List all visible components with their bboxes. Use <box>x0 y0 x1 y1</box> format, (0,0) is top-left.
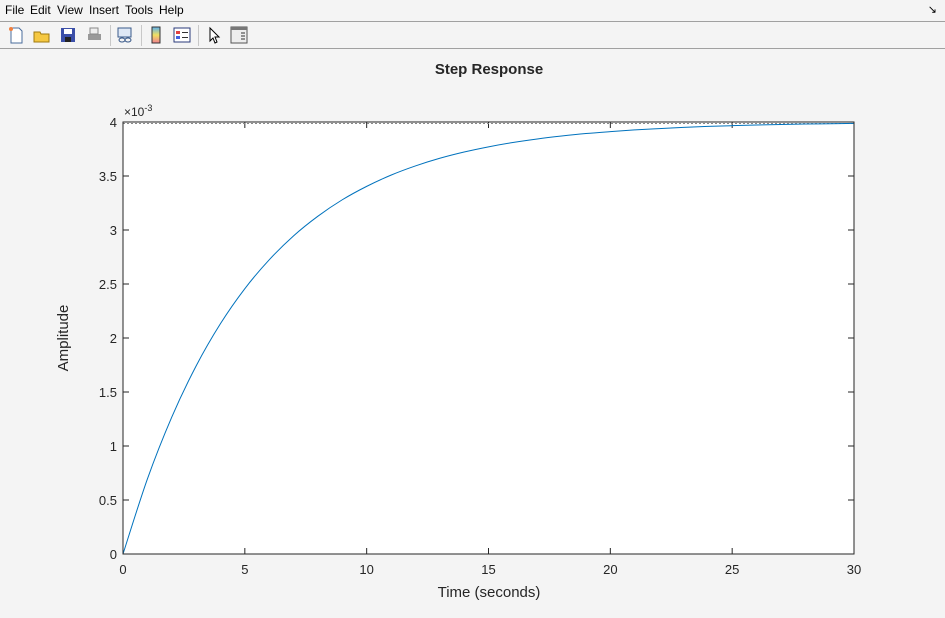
toolbar-separator <box>141 25 142 46</box>
y-tick-label: 0.5 <box>99 493 117 508</box>
menu-help[interactable]: Help <box>159 3 184 17</box>
menu-bar: File Edit View Insert Tools Help ↘ <box>0 0 945 22</box>
menu-edit[interactable]: Edit <box>30 3 51 17</box>
property-editor-icon[interactable] <box>230 26 248 44</box>
save-icon[interactable] <box>59 26 77 44</box>
dock-arrow-icon[interactable]: ↘ <box>927 4 937 16</box>
y-tick-label: 1 <box>110 439 117 454</box>
toolbar <box>0 22 945 49</box>
menu-view[interactable]: View <box>57 3 83 17</box>
y-tick-label: 2.5 <box>99 277 117 292</box>
x-tick-label: 15 <box>481 562 495 577</box>
step-response-line <box>122 122 855 555</box>
y-exponent-label: ×10-3 <box>124 103 152 119</box>
y-tick-label: 2 <box>110 331 117 346</box>
legend-icon[interactable] <box>173 26 191 44</box>
axes-box <box>122 121 855 555</box>
print-icon[interactable] <box>85 26 103 44</box>
y-tick-label: 3.5 <box>99 169 117 184</box>
y-tick-label: 3 <box>110 223 117 238</box>
step-response-chart: Step Response ×10-3 Time (seconds) Ampli… <box>55 61 861 601</box>
y-axis-label: Amplitude <box>55 305 72 372</box>
y-tick-label: 1.5 <box>99 385 117 400</box>
menu-file[interactable]: File <box>5 3 25 17</box>
colorbar-icon[interactable] <box>147 26 165 44</box>
link-plot-icon[interactable] <box>116 26 134 44</box>
x-tick-label: 20 <box>603 562 617 577</box>
y-tick-label: 0 <box>110 547 117 562</box>
x-tick-label: 0 <box>119 562 126 577</box>
x-tick-label: 10 <box>359 562 373 577</box>
x-axis-label: Time (seconds) <box>438 584 541 601</box>
y-tick-label: 4 <box>110 115 117 130</box>
pointer-icon[interactable] <box>205 26 223 44</box>
x-tick-label: 5 <box>241 562 248 577</box>
new-figure-icon[interactable] <box>7 26 25 44</box>
toolbar-separator <box>110 25 111 46</box>
x-tick-label: 25 <box>725 562 739 577</box>
menu-insert[interactable]: Insert <box>89 3 120 17</box>
open-file-icon[interactable] <box>33 26 51 44</box>
axes-background <box>123 122 854 554</box>
x-tick-label: 30 <box>847 562 861 577</box>
menu-tools[interactable]: Tools <box>125 3 154 17</box>
chart-title: Step Response <box>435 61 543 78</box>
toolbar-separator <box>198 25 199 46</box>
